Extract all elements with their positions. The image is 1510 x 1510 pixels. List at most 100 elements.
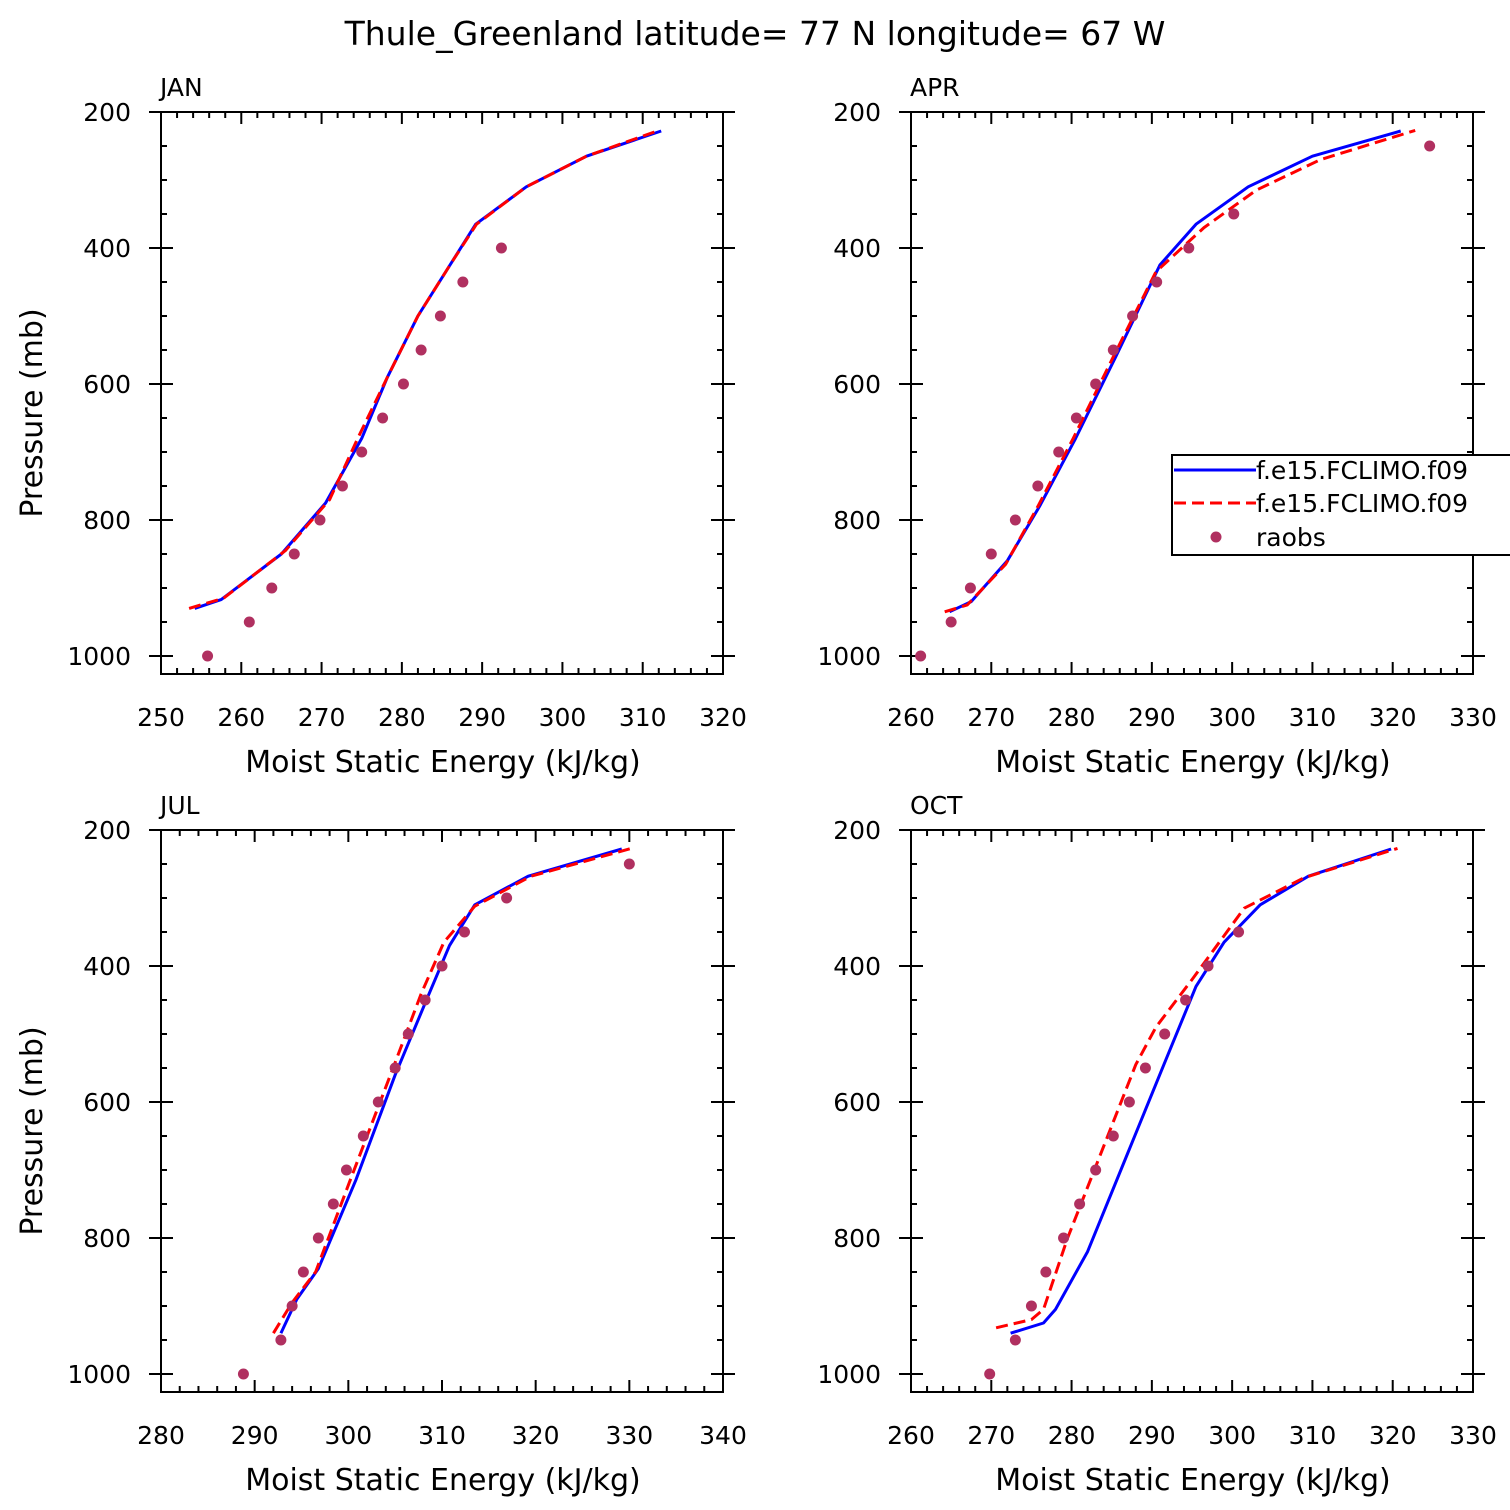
raobs-point [501,892,513,904]
panel-apr: APR 260 270 280 290 300 310 320 330 200 400 600 800 1… [817,73,1496,780]
y-tick-label: 200 [833,98,881,127]
legend-marker [1210,531,1222,543]
raobs-point [1040,1266,1052,1278]
raobs-point [1058,1232,1070,1244]
x-tick-label: 260 [887,1421,935,1450]
raobs-point [1107,1130,1119,1142]
legend-label: f.e15.FCLIMO.f09 [1256,456,1468,485]
x-tick-label: 310 [619,703,667,732]
x-axis-title: Moist Static Energy (kJ/kg) [995,1463,1391,1498]
x-tick-label: 310 [1289,1421,1337,1450]
raobs-point [1139,1062,1151,1074]
raobs-point [436,960,448,972]
x-tick-label: 280 [1048,1421,1096,1450]
y-tick-label: 600 [83,370,131,399]
x-tick-label: 300 [324,1421,372,1450]
x-tick-label: 300 [1208,1421,1256,1450]
y-tick-label: 800 [833,1224,881,1253]
legend-box [1171,454,1510,556]
raobs-point [1009,514,1021,526]
raobs-point [389,1062,401,1074]
x-tick-label: 270 [967,703,1015,732]
x-tick-label: 320 [512,1421,560,1450]
panel-label: JUL [158,791,200,820]
x-tick-label: 280 [1048,703,1096,732]
y-tick-label: 600 [833,370,881,399]
data-layer [188,128,662,662]
x-axis-title: Moist Static Energy (kJ/kg) [245,1463,641,1498]
y-axis-title: Pressure (mb) [15,1026,50,1235]
raobs-point [297,1266,309,1278]
x-tick-label: 290 [1128,703,1176,732]
raobs-point [266,582,278,594]
y-tick-label: 200 [833,816,881,845]
x-tick-label: 270 [298,703,346,732]
x-tick-label: 310 [418,1421,466,1450]
raobs-point [312,1232,324,1244]
y-tick-label: 400 [833,234,881,263]
raobs-point [985,548,997,560]
x-tick-label: 320 [1369,703,1417,732]
data-layer [237,846,635,1380]
raobs-point [945,616,957,628]
legend-label: f.e15.FCLIMO.f09 [1256,489,1468,518]
panel-label: APR [910,73,960,102]
raobs-point [1107,344,1119,356]
x-axis-title: Moist Static Energy (kJ/kg) [995,745,1391,780]
x-axis-title: Moist Static Energy (kJ/kg) [245,745,641,780]
raobs-point [915,650,927,662]
figure-title: Thule_Greenland latitude= 77 N longitude… [344,14,1166,53]
raobs-point [1074,1198,1086,1210]
raobs-point [1180,994,1192,1006]
y-tick-label: 1000 [817,642,881,671]
raobs-point [964,582,976,594]
raobs-point [1424,140,1436,152]
raobs-point [1070,412,1082,424]
raobs-point [356,446,368,458]
x-tick-label: 280 [137,1421,185,1450]
raobs-point [1127,310,1139,322]
x-tick-label: 300 [539,703,587,732]
raobs-point [1009,1334,1021,1346]
raobs-point [984,1368,996,1380]
x-tick-label: 320 [699,703,747,732]
y-tick-label: 600 [83,1088,131,1117]
raobs-point [1228,208,1240,220]
series-line-dashed [188,128,660,610]
x-tick-label: 300 [1208,703,1256,732]
raobs-point [314,514,326,526]
raobs-point [336,480,348,492]
raobs-point [288,548,300,560]
series-line-dashed [944,128,1416,614]
x-tick-label: 290 [231,1421,279,1450]
y-tick-label: 800 [83,1224,131,1253]
raobs-point [402,1028,414,1040]
panel-jan: JAN 250 260 270 280 290 300 310 320 200 400 600 800 1… [15,73,747,780]
y-tick-label: 1000 [67,1360,131,1389]
panel-label: JAN [158,73,203,102]
data-layer [915,128,1436,662]
y-tick-label: 200 [83,816,131,845]
raobs-point [1233,926,1245,938]
y-tick-label: 800 [83,506,131,535]
x-tick-label: 330 [605,1421,653,1450]
legend-label: raobs [1256,523,1326,552]
x-tick-label: 320 [1369,1421,1417,1450]
x-tick-label: 280 [378,703,426,732]
x-tick-label: 310 [1289,703,1337,732]
raobs-point [434,310,446,322]
plot-frame [160,111,724,675]
x-tick-label: 270 [967,1421,1015,1450]
panel-oct: OCT 260 270 280 290 300 310 320 330 200 400 600 800 1… [817,791,1496,1498]
y-tick-label: 600 [833,1088,881,1117]
raobs-point [623,858,635,870]
raobs-point [237,1368,249,1380]
x-tick-label: 290 [458,703,506,732]
raobs-point [1202,960,1214,972]
raobs-point [327,1198,339,1210]
raobs-point [1053,446,1065,458]
x-tick-label: 340 [699,1421,747,1450]
raobs-point [357,1130,369,1142]
raobs-point [1159,1028,1171,1040]
